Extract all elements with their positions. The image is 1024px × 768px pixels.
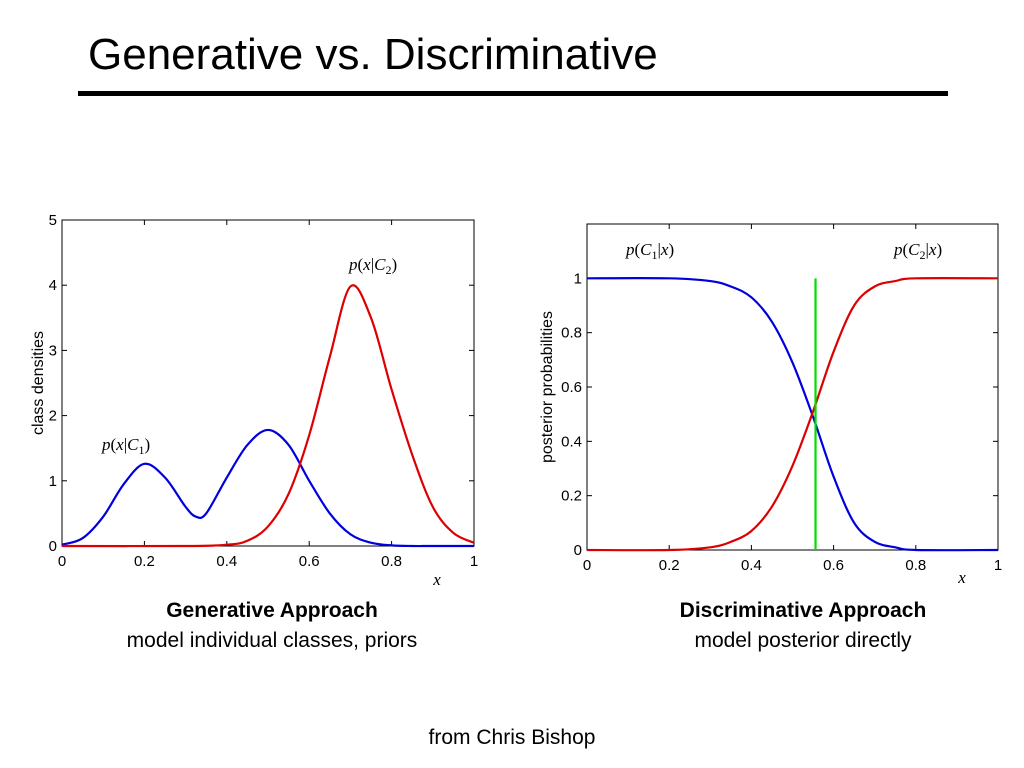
- slide-title: Generative vs. Discriminative: [88, 30, 658, 79]
- discriminative-ytick-label: 0.8: [561, 325, 582, 342]
- discriminative-chart: 0 0.2 0.4 0.6 0.8 1 0 0.2 0.4 0.6 0.8 1 posterior p…: [539, 223, 1002, 587]
- generative-plot-frame: [61, 219, 475, 547]
- title-rule: [78, 91, 948, 96]
- generative-xtick-label: 0.6: [299, 553, 320, 570]
- generative-caption-text: model individual classes, priors: [126, 629, 418, 652]
- generative-xtick-label: 0.4: [216, 553, 237, 570]
- label-p-x-c2: p(x|C2): [348, 255, 397, 277]
- generative-xtick-label: 0.2: [134, 553, 155, 570]
- discriminative-ytick-label: 0.6: [561, 379, 582, 396]
- discriminative-ytick-label: 0.2: [561, 488, 582, 505]
- discriminative-series-p-c2-x: [586, 277, 999, 552]
- discriminative-xlabel: x: [957, 568, 966, 587]
- generative-ylabel: class densities: [30, 331, 47, 435]
- generative-series-p-x-c2: [61, 284, 475, 548]
- discriminative-ylabel: posterior probabilities: [539, 311, 556, 463]
- discriminative-ytick-label: 0.4: [561, 433, 582, 450]
- discriminative-xtick-label: 1: [994, 557, 1002, 574]
- generative-ytick-label: 3: [49, 342, 57, 359]
- generative-ytick-label: 5: [49, 212, 57, 229]
- generative-xlabel: x: [432, 570, 441, 589]
- discriminative-ytick-label: 1: [574, 270, 582, 287]
- generative-ytick-label: 4: [49, 277, 57, 294]
- discriminative-xtick-label: 0.4: [741, 557, 762, 574]
- generative-ytick-label: 2: [49, 408, 57, 425]
- generative-chart: 0 0.2 0.4 0.6 0.8 1 0 1 2 3 4 5 class densities x p…: [30, 212, 478, 589]
- discriminative-xtick-label: 0.8: [905, 557, 926, 574]
- generative-xtick-label: 0: [58, 553, 66, 570]
- discriminative-ytick-label: 0: [574, 542, 582, 559]
- discriminative-caption-heading: Discriminative Approach: [679, 599, 927, 622]
- discriminative-caption-text: model posterior directly: [694, 629, 912, 652]
- label-p-c2-x: p(C2|x): [893, 240, 942, 262]
- generative-caption-heading: Generative Approach: [166, 599, 378, 622]
- label-p-x-c1: p(x|C1): [101, 435, 150, 457]
- generative-series-p-x-c1: [61, 428, 474, 548]
- discriminative-xtick-label: 0.2: [659, 557, 680, 574]
- discriminative-plot-frame: [586, 223, 999, 551]
- generative-xtick-label: 1: [470, 553, 478, 570]
- generative-ytick-label: 0: [49, 538, 57, 555]
- generative-xtick-label: 0.8: [381, 553, 402, 570]
- discriminative-xtick-label: 0: [583, 557, 591, 574]
- generative-ytick-label: 1: [49, 473, 57, 490]
- discriminative-series-p-c1-x: [586, 277, 999, 552]
- discriminative-xtick-label: 0.6: [823, 557, 844, 574]
- generative-caption: Generative Approach model individual cla…: [62, 596, 482, 656]
- label-p-c1-x: p(C1|x): [625, 240, 674, 262]
- credit-text: from Chris Bishop: [428, 726, 596, 749]
- discriminative-caption: Discriminative Approach model posterior …: [594, 596, 1012, 656]
